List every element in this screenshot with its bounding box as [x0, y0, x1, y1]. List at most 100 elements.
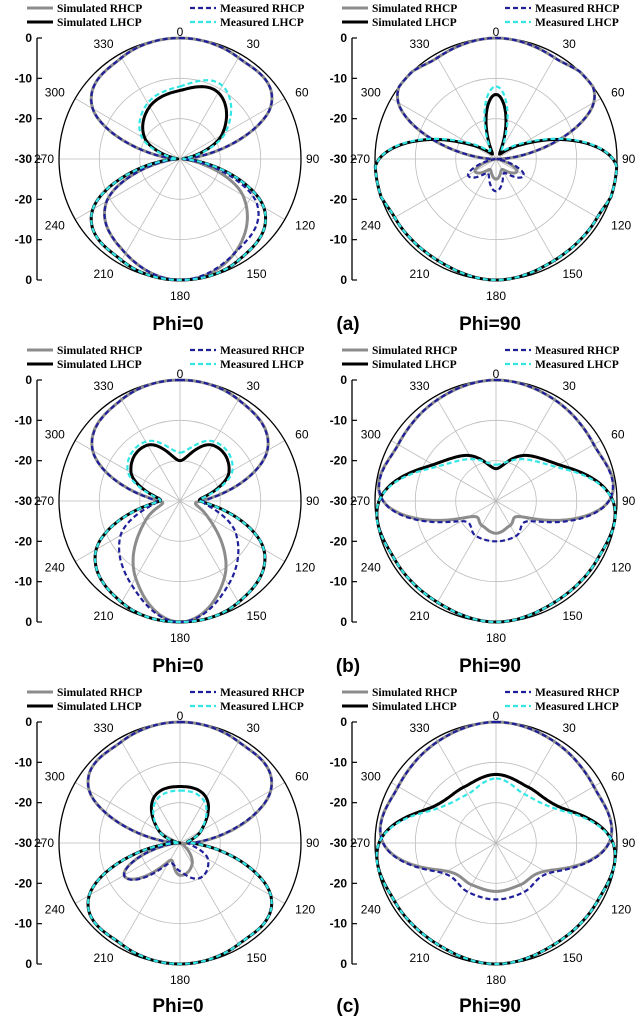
legend: Simulated RHCP Simulated LHCP Measured RHC…: [342, 3, 619, 29]
angle-label: 150: [247, 267, 267, 281]
grid-spoke: [179, 842, 241, 948]
radial-tick-label: -30: [330, 494, 348, 508]
series-measured-rhcp-curve: [379, 720, 613, 901]
radial-tick-label: -30: [15, 152, 33, 166]
legend-label: Measured LHCP: [220, 359, 304, 371]
angle-label: 240: [361, 903, 381, 917]
legend-label: Simulated RHCP: [372, 345, 457, 357]
radial-tick-label: -10: [330, 233, 348, 247]
grid-spoke: [495, 500, 601, 562]
angle-label: 270: [34, 152, 54, 166]
radial-axis: 0 -10 -20 -30 -20 -10 0: [15, 373, 42, 629]
polar-panel-6: 0 30 60 90 120 150 180 210 240 270 300 330 0 -10 -20 -3…: [330, 687, 636, 1017]
grid-spoke: [179, 738, 241, 844]
radial-tick-label: -10: [15, 233, 33, 247]
angle-label: 30: [563, 721, 577, 735]
legend-label: Simulated LHCP: [57, 359, 142, 371]
series-measured-lhcp-curve: [86, 789, 273, 966]
angle-label: 300: [45, 86, 65, 100]
angle-label: 330: [409, 37, 429, 51]
angle-label: 150: [247, 609, 267, 623]
angle-label: 120: [295, 219, 315, 233]
angle-label: 30: [563, 37, 577, 51]
grid-spoke: [75, 842, 181, 904]
grid-spoke: [391, 440, 497, 502]
radial-axis: 0 -10 -20 -30 -20 -10 0: [15, 31, 42, 287]
radial-tick-label: -20: [330, 454, 348, 468]
grid-spoke: [435, 842, 497, 948]
angle-label: 0: [493, 367, 500, 381]
grid-spoke: [75, 500, 181, 562]
angle-label: 180: [486, 631, 506, 645]
radial-tick-label: 0: [25, 273, 32, 287]
radial-tick-label: -20: [15, 112, 33, 126]
grid-spoke: [179, 782, 285, 844]
panel-title: Phi=0: [152, 656, 203, 677]
radial-tick-label: -30: [15, 836, 33, 850]
series-measured-lhcp-curve: [90, 79, 267, 282]
radial-tick-label: -10: [15, 755, 33, 769]
angle-label: 120: [295, 903, 315, 917]
grid-spoke: [179, 158, 241, 264]
angle-label: 330: [409, 721, 429, 735]
radial-tick-label: -20: [15, 534, 33, 548]
angle-label: 240: [361, 561, 381, 575]
grid-spoke: [495, 440, 601, 502]
angle-label: 0: [493, 709, 500, 723]
angle-label: 90: [306, 152, 320, 166]
radial-axis: 0 -10 -20 -30 -20 -10 0: [330, 715, 357, 971]
angle-label: 150: [563, 267, 583, 281]
angle-label: 300: [361, 428, 381, 442]
legend-label: Measured RHCP: [535, 687, 619, 699]
angle-label: 270: [350, 836, 370, 850]
grid-spoke: [495, 738, 557, 844]
radial-tick-label: 0: [25, 957, 32, 971]
angle-label: 210: [93, 267, 113, 281]
polar-panel-1: 0 30 60 90 120 150 180 210 240 270 300 330 0 -10 -20 -3…: [15, 3, 320, 335]
series-measured-lhcp-curve: [94, 439, 266, 624]
radial-tick-label: -10: [330, 413, 348, 427]
grid-spoke: [119, 500, 181, 606]
radial-tick-label: -20: [330, 534, 348, 548]
grid-spoke: [435, 500, 497, 606]
grid-spoke: [179, 396, 241, 502]
legend-label: Measured RHCP: [220, 3, 304, 15]
angle-label: 150: [563, 609, 583, 623]
radial-tick-label: 0: [340, 715, 347, 729]
angle-label: 150: [247, 951, 267, 965]
series-measured-lhcp-curve: [374, 85, 618, 282]
angle-label: 180: [486, 289, 506, 303]
angle-label: 240: [45, 219, 65, 233]
angle-label: 60: [611, 428, 625, 442]
legend: Simulated RHCP Simulated LHCP Measured RHC…: [27, 687, 304, 713]
legend-label: Simulated RHCP: [372, 3, 457, 15]
radial-axis: 0 -10 -20 -30 -20 -10 0: [330, 373, 357, 629]
angle-label: 120: [611, 903, 631, 917]
grid-spoke: [179, 54, 241, 160]
series-measured-rhcp-curve: [90, 378, 270, 624]
panel-title: Phi=90: [459, 314, 521, 335]
polar-panel-3: 0 30 60 90 120 150 180 210 240 270 300 330 0 -10 -20 -3…: [15, 345, 320, 677]
panel-title: Phi=0: [152, 996, 203, 1017]
angle-label: 60: [611, 86, 625, 100]
grid-spoke: [435, 396, 497, 502]
series-measured-rhcp-curve: [378, 378, 614, 543]
grid-spoke: [179, 158, 285, 220]
angle-label: 180: [170, 631, 190, 645]
angle-label: 180: [170, 289, 190, 303]
angle-label: 210: [93, 951, 113, 965]
panels-layer: 03060901201501802102402703003300-10-20-3…: [15, 3, 636, 1017]
legend-label: Simulated LHCP: [372, 701, 457, 713]
grid-spoke: [391, 158, 497, 220]
angle-label: 0: [493, 25, 500, 39]
radial-tick-label: -20: [330, 112, 348, 126]
radial-tick-label: 0: [25, 373, 32, 387]
angle-label: 330: [93, 721, 113, 735]
angle-label: 120: [295, 561, 315, 575]
legend-label: Measured LHCP: [220, 17, 304, 29]
radial-axis: 0 -10 -20 -30 -20 -10 0: [15, 715, 42, 971]
subfigure-label: (a): [336, 314, 359, 335]
polar-panel-4: 0 30 60 90 120 150 180 210 240 270 300 330 0 -10 -20 -3…: [330, 345, 636, 677]
legend-label: Simulated RHCP: [57, 345, 142, 357]
radial-tick-label: -10: [330, 917, 348, 931]
